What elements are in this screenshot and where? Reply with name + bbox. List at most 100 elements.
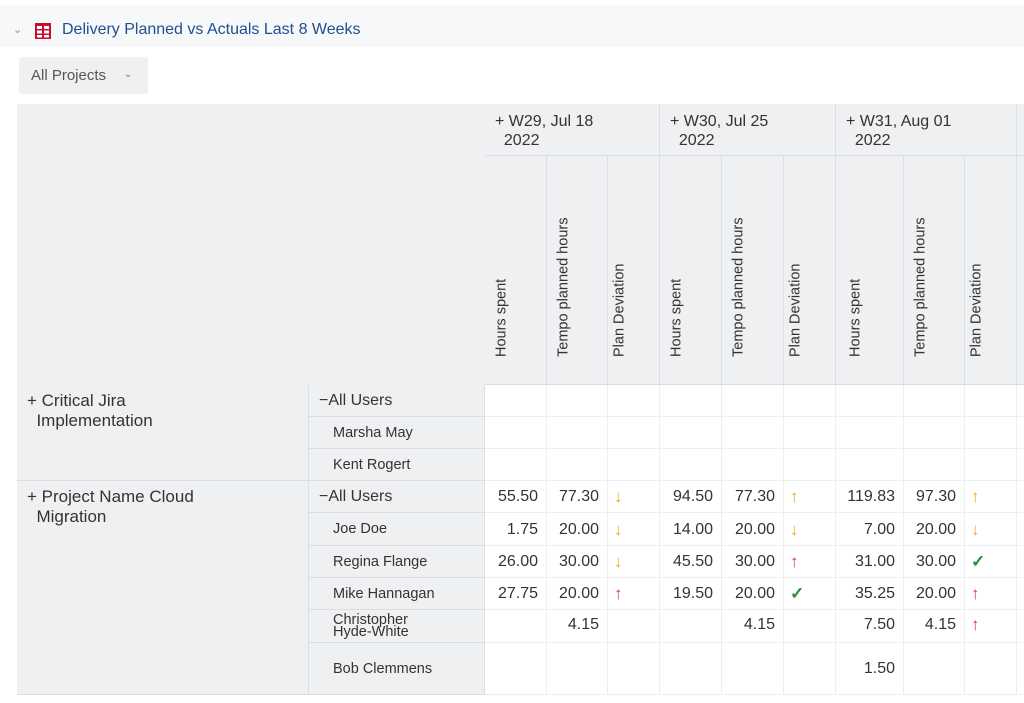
data-cell: 19.50 [660,578,722,610]
data-cell: 1.75 [485,513,547,546]
data-cell: ✓ [965,546,1017,578]
expand-icon[interactable]: + [27,391,42,410]
project-row-header: + Project Name Cloud Migration [17,481,309,695]
user-name: Kent Rogert [333,456,411,473]
data-cell: ↑ [608,578,660,610]
measure-header[interactable]: Tempo planned hours [904,156,965,385]
data-cell: 30.00 [904,546,965,578]
cell-value: 20.00 [915,521,956,538]
cell-value: 55.50 [497,488,538,505]
data-cell [965,417,1017,449]
data-cell [965,643,1017,695]
data-cell [1017,546,1024,578]
all-users-row-header: − All Users [309,385,485,417]
data-cell [784,449,836,481]
data-cell [836,449,904,481]
data-cell: ↑ [965,610,1017,643]
cell-value: 26.00 [497,553,538,570]
data-cell [784,610,836,643]
data-cell [1017,610,1024,643]
collapse-icon[interactable]: − [319,487,329,505]
user-row-header: Christopher Hyde-White [309,610,485,643]
data-cell: 77.30 [722,481,784,513]
user-row-header: Kent Rogert [309,449,485,481]
arrow-down-icon: ↓ [614,552,623,571]
data-cell [784,643,836,695]
cell-value: 20.00 [734,585,775,602]
data-cell [608,385,660,417]
all-users-row-header: − All Users [309,481,485,513]
data-cell: ↓ [608,546,660,578]
data-cell [608,417,660,449]
expand-icon[interactable]: + [495,113,509,130]
arrow-down-icon: ↓ [614,487,623,506]
measure-header[interactable]: Plan Deviation [608,156,660,385]
user-name: Marsha May [333,424,413,441]
project-name: Implementation [27,411,153,430]
collapse-chevron-icon[interactable]: ⌄ [13,24,23,36]
data-cell: ↑ [965,481,1017,513]
user-row-header: Regina Flange [309,546,485,578]
data-cell: 20.00 [547,513,608,546]
expand-icon[interactable]: + [846,113,860,130]
pivot-corner [17,104,485,385]
project-name: Critical Jira [41,391,126,410]
arrow-up-icon: ↑ [971,615,980,634]
data-cell [485,417,547,449]
user-name: All Users [328,391,393,409]
cell-value: 31.00 [854,553,895,570]
report-title: Delivery Planned vs Actuals Last 8 Weeks [62,21,361,38]
cell-value: 97.30 [915,488,956,505]
data-cell: ↑ [784,481,836,513]
data-cell [965,449,1017,481]
data-cell: 30.00 [547,546,608,578]
expand-icon[interactable]: + [670,113,684,130]
user-name: All Users [328,487,393,505]
measure-header[interactable]: Hours spent [836,156,904,385]
data-cell: 20.00 [904,513,965,546]
arrow-up-icon: ↑ [971,584,980,603]
collapse-icon[interactable]: − [319,391,329,409]
week-header-year: 2022 [495,132,540,149]
cell-value: 7.00 [863,521,895,538]
user-row-header: Bob Clemmens [309,643,485,695]
cell-value: 77.30 [558,488,599,505]
measure-header[interactable]: Plan Deviation [784,156,836,385]
cell-value: 14.00 [672,521,713,538]
data-cell [660,449,722,481]
arrow-down-icon: ↓ [790,520,799,539]
cell-value: 30.00 [915,553,956,570]
project-filter-dropdown[interactable]: All Projects ⌄ [19,57,148,94]
data-cell [547,449,608,481]
measure-header[interactable]: Plan Deviation [965,156,1017,385]
measure-header-label: Hours spent [847,278,864,357]
data-cell [1017,513,1024,546]
week-header-label: W30, Jul 25 [683,113,769,130]
data-cell: 35.25 [836,578,904,610]
week-header-year: 2022 [670,132,715,149]
measure-header[interactable]: Tempo planned hours [547,156,608,385]
cell-value: 35.25 [854,585,895,602]
data-cell: 119.83 [836,481,904,513]
data-cell [660,417,722,449]
cell-value: 1.75 [506,521,538,538]
data-cell [1017,481,1024,513]
data-cell [836,385,904,417]
project-row-header: + Critical Jira Implementation [17,385,309,481]
cell-value: 30.00 [558,553,599,570]
cell-value: 19.50 [672,585,713,602]
data-cell [608,610,660,643]
data-cell: 20.00 [722,578,784,610]
data-cell [485,643,547,695]
measure-header[interactable]: Hours spent [485,156,547,385]
data-cell [1017,417,1024,449]
data-cell: ↓ [608,481,660,513]
expand-icon[interactable]: + [27,487,42,506]
cell-value: 20.00 [558,521,599,538]
cell-value: 27.75 [497,585,538,602]
project-filter-label: All Projects [31,67,107,84]
measure-header-label: Hours spent [493,278,510,357]
measure-header[interactable]: Tempo planned hours [722,156,784,385]
data-cell: ↑ [784,546,836,578]
measure-header[interactable]: Hours spent [660,156,722,385]
